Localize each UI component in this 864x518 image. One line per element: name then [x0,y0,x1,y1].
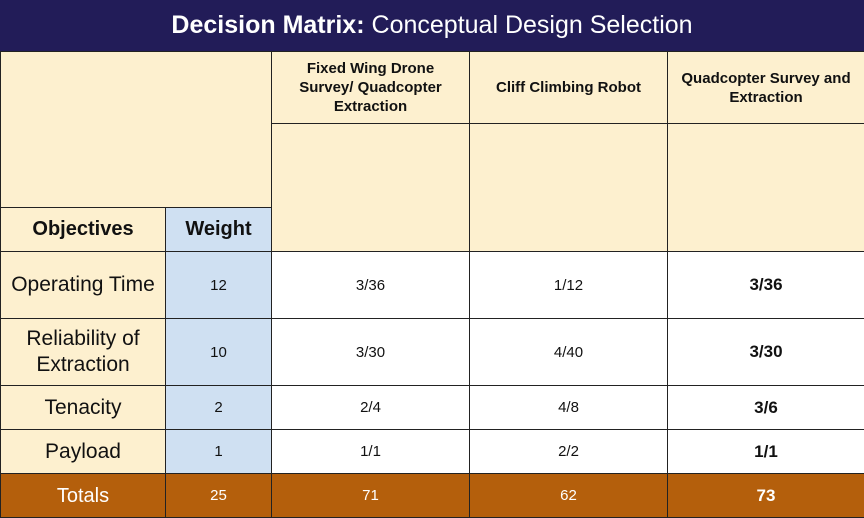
total-score: 71 [272,474,470,518]
table-row: Reliability of Extraction 10 3/30 4/40 3… [1,319,864,386]
weight-value: 10 [166,319,272,386]
score-cell-selected: 1/1 [668,430,864,474]
totals-row: Totals 25 71 62 73 [1,474,864,518]
score-cell: 4/40 [470,319,668,386]
objective-label: Tenacity [1,386,166,430]
score-cell: 1/1 [272,430,470,474]
title-rest: Conceptual Design Selection [372,11,693,40]
score-cell: 1/12 [470,252,668,319]
decision-matrix-table: Fixed Wing Drone Survey/ Quadcopter Extr… [0,51,864,518]
total-score-selected: 73 [668,474,864,518]
score-cell: 3/36 [272,252,470,319]
weight-header: Weight [166,208,272,252]
score-cell-selected: 3/36 [668,252,864,319]
concept-image-quadcopter [668,124,864,252]
concept-image-fixed-wing [272,124,470,252]
totals-weight: 25 [166,474,272,518]
objective-label: Reliability of Extraction [1,319,166,386]
objective-label: Payload [1,430,166,474]
score-cell-selected: 3/30 [668,319,864,386]
table-row: Operating Time 12 3/36 1/12 3/36 [1,252,864,319]
concept-header-climbing-robot: Cliff Climbing Robot [470,52,668,124]
objectives-header: Objectives [1,208,166,252]
page-title: Decision Matrix: Conceptual Design Selec… [0,0,864,51]
weight-value: 12 [166,252,272,319]
title-bold: Decision Matrix: [171,11,364,40]
table-row: Payload 1 1/1 2/2 1/1 [1,430,864,474]
score-cell-selected: 3/6 [668,386,864,430]
total-score: 62 [470,474,668,518]
weight-value: 1 [166,430,272,474]
score-cell: 2/4 [272,386,470,430]
totals-label: Totals [1,474,166,518]
concept-header-quadcopter: Quadcopter Survey and Extraction [668,52,864,124]
score-cell: 3/30 [272,319,470,386]
score-cell: 4/8 [470,386,668,430]
objective-label: Operating Time [1,252,166,319]
score-cell: 2/2 [470,430,668,474]
concept-header-fixed-wing: Fixed Wing Drone Survey/ Quadcopter Extr… [272,52,470,124]
blank-corner-cell [1,52,272,208]
concept-image-climbing-robot [470,124,668,252]
table-row: Tenacity 2 2/4 4/8 3/6 [1,386,864,430]
weight-value: 2 [166,386,272,430]
